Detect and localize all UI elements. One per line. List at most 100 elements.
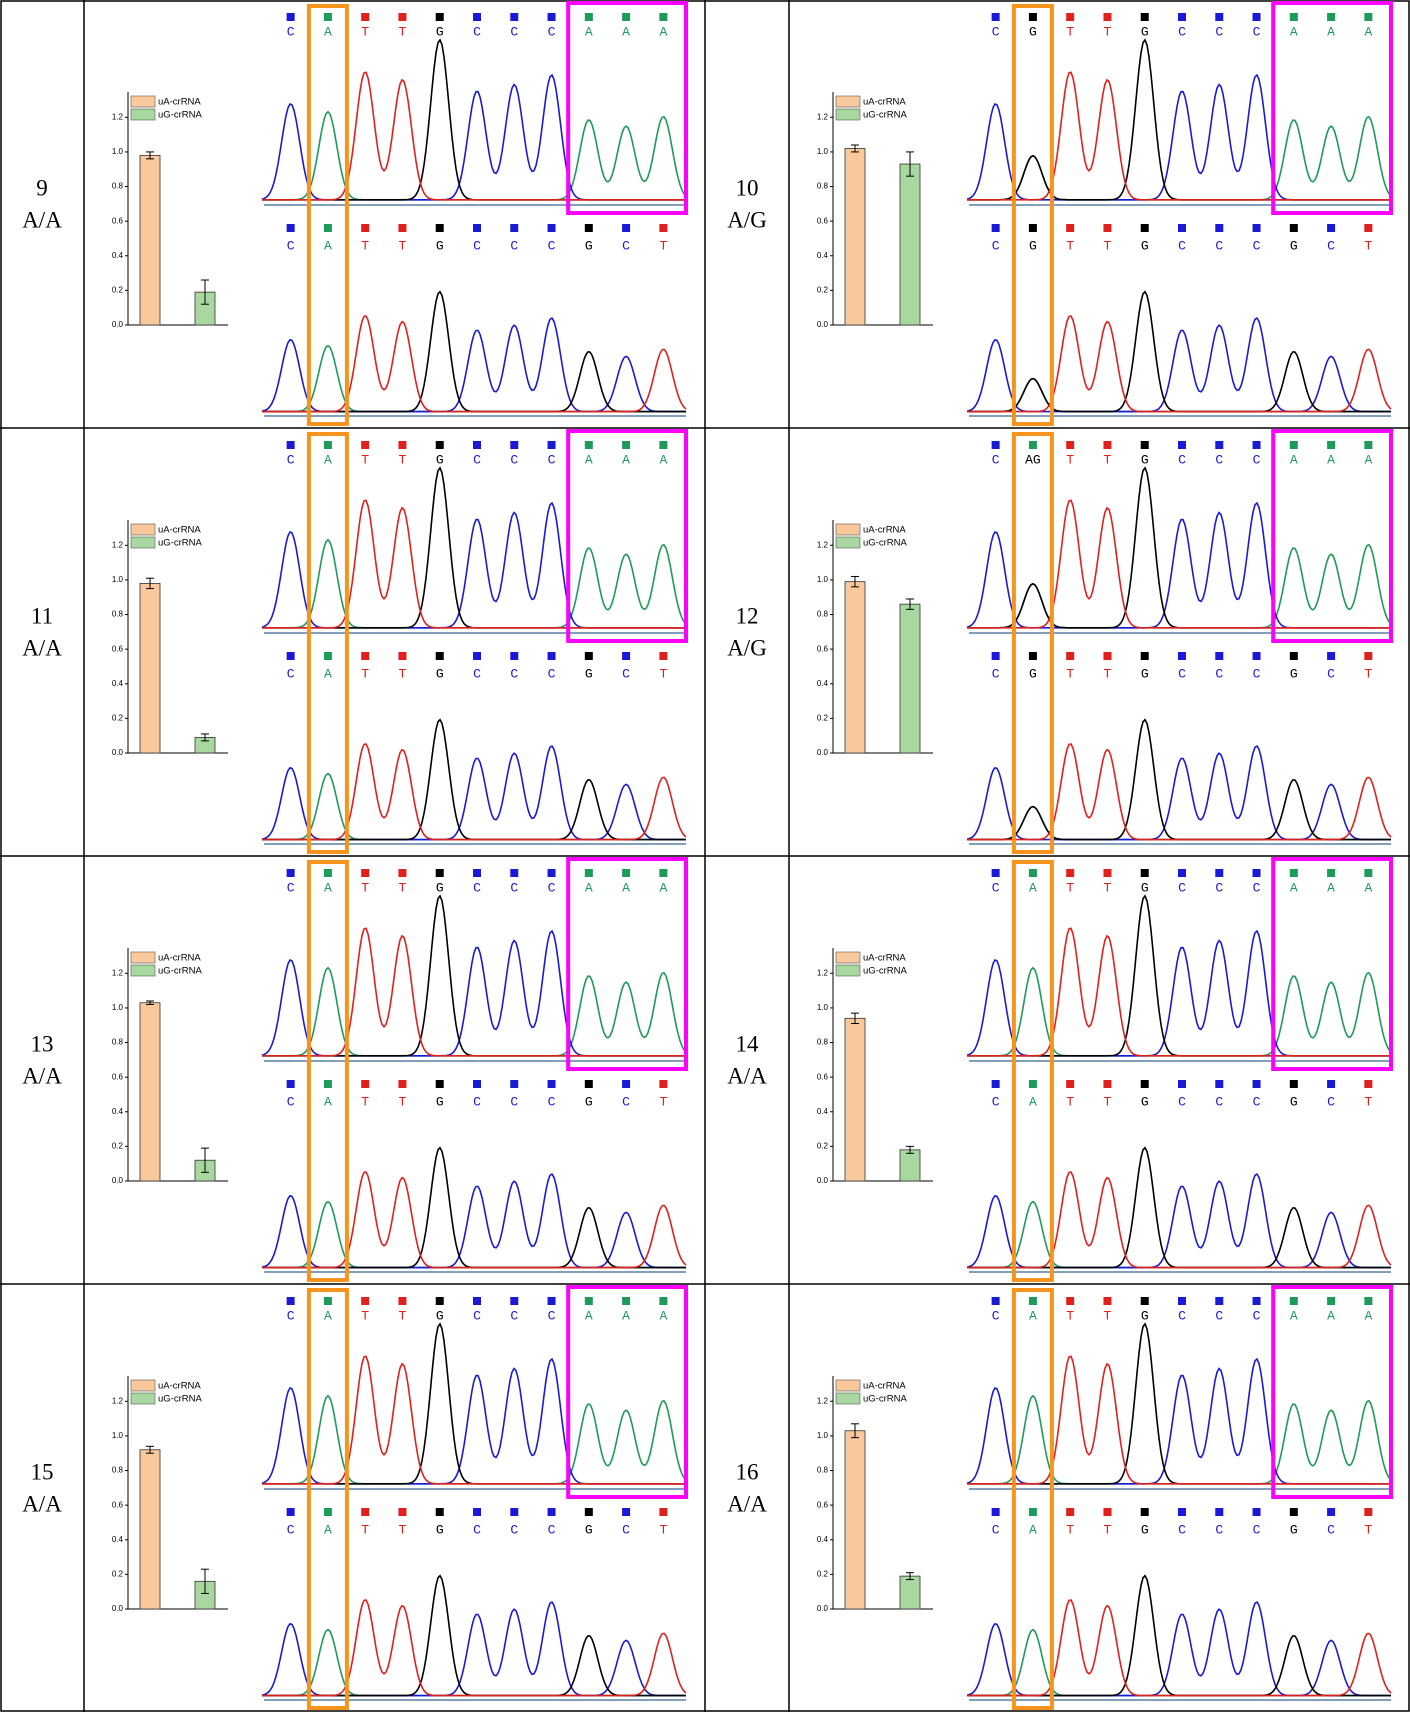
trace bbox=[262, 500, 686, 628]
base-letter: C bbox=[622, 238, 630, 253]
base-marker bbox=[1215, 869, 1223, 877]
trace bbox=[262, 112, 686, 200]
base-letter: G bbox=[1029, 666, 1037, 681]
base-letter: A bbox=[585, 452, 593, 467]
trace bbox=[262, 1602, 686, 1696]
base-marker bbox=[1103, 1508, 1111, 1516]
base-letter: A bbox=[1364, 1308, 1372, 1323]
trace bbox=[967, 1630, 1391, 1696]
base-marker bbox=[510, 1297, 518, 1305]
y-tick-label: 0.2 bbox=[817, 1569, 829, 1578]
y-tick-label: 0.4 bbox=[112, 1107, 124, 1116]
legend-label: uA-crRNA bbox=[863, 97, 906, 108]
base-letter: T bbox=[1066, 880, 1074, 895]
base-marker bbox=[1327, 1508, 1335, 1516]
bar bbox=[845, 582, 865, 753]
base-letter: A bbox=[659, 452, 667, 467]
base-letter: A bbox=[1029, 1522, 1037, 1537]
legend-label: uA-crRNA bbox=[863, 1381, 906, 1392]
base-marker bbox=[622, 13, 630, 21]
y-tick-label: 1.0 bbox=[817, 147, 829, 156]
base-letter: C bbox=[1253, 24, 1261, 39]
y-tick-label: 0.8 bbox=[112, 1038, 124, 1047]
base-marker bbox=[548, 224, 556, 232]
base-marker bbox=[398, 1080, 406, 1088]
y-tick-label: 1.0 bbox=[112, 147, 124, 156]
y-tick-label: 1.0 bbox=[817, 1431, 829, 1440]
base-marker bbox=[1290, 13, 1298, 21]
base-letter: T bbox=[1104, 238, 1112, 253]
y-tick-label: 0.4 bbox=[112, 251, 124, 260]
base-marker bbox=[1066, 652, 1074, 660]
base-marker bbox=[622, 869, 630, 877]
base-letter: G bbox=[436, 1094, 444, 1109]
base-marker bbox=[324, 13, 332, 21]
trace bbox=[262, 1396, 686, 1484]
legend-swatch bbox=[836, 96, 860, 107]
trace bbox=[262, 346, 686, 412]
base-letter: T bbox=[659, 1094, 667, 1109]
base-letter: A bbox=[659, 880, 667, 895]
base-letter: G bbox=[585, 1522, 593, 1537]
highlight-box bbox=[309, 1290, 347, 1708]
trace bbox=[967, 968, 1391, 1056]
trace bbox=[967, 1356, 1391, 1484]
trace bbox=[262, 931, 686, 1056]
base-letter: G bbox=[1141, 1522, 1149, 1537]
base-marker bbox=[473, 652, 481, 660]
base-letter: C bbox=[548, 880, 556, 895]
base-letter: C bbox=[473, 1522, 481, 1537]
base-marker bbox=[1364, 441, 1372, 449]
base-marker bbox=[1141, 1508, 1149, 1516]
base-letter: C bbox=[992, 1308, 1000, 1323]
base-marker bbox=[992, 869, 1000, 877]
base-marker bbox=[1327, 13, 1335, 21]
y-tick-label: 0.8 bbox=[817, 1038, 829, 1047]
base-letter: C bbox=[510, 1308, 518, 1323]
base-marker bbox=[473, 1297, 481, 1305]
base-marker bbox=[585, 1297, 593, 1305]
base-marker bbox=[287, 224, 295, 232]
base-marker bbox=[1178, 1297, 1186, 1305]
trace bbox=[967, 896, 1391, 1056]
base-marker bbox=[1215, 652, 1223, 660]
base-letter: C bbox=[1178, 666, 1186, 681]
base-marker bbox=[398, 869, 406, 877]
base-letter: A bbox=[1029, 1094, 1037, 1109]
base-marker bbox=[659, 1297, 667, 1305]
highlight-box bbox=[1014, 6, 1052, 424]
base-letter: T bbox=[399, 1522, 407, 1537]
trace bbox=[262, 292, 686, 412]
base-marker bbox=[1290, 1508, 1298, 1516]
base-letter: T bbox=[659, 238, 667, 253]
base-marker bbox=[398, 1297, 406, 1305]
y-tick-label: 0.8 bbox=[112, 1466, 124, 1475]
bar bbox=[845, 1018, 865, 1181]
base-letter: A bbox=[324, 24, 332, 39]
base-marker bbox=[1327, 224, 1335, 232]
base-letter: T bbox=[361, 666, 369, 681]
base-marker bbox=[287, 1508, 295, 1516]
y-tick-label: 0.0 bbox=[817, 748, 829, 757]
base-marker bbox=[324, 1508, 332, 1516]
base-letter: T bbox=[1364, 666, 1372, 681]
trace bbox=[262, 468, 686, 628]
y-tick-label: 1.2 bbox=[817, 112, 829, 121]
trace bbox=[967, 746, 1391, 840]
bar bbox=[845, 1431, 865, 1609]
base-marker bbox=[585, 869, 593, 877]
base-marker bbox=[473, 1508, 481, 1516]
base-marker bbox=[1066, 1508, 1074, 1516]
base-letter: A bbox=[324, 238, 332, 253]
base-letter: C bbox=[548, 24, 556, 39]
figure: 9A/A0.00.20.40.60.81.01.2uA-crRNAuG-crRN… bbox=[0, 0, 1410, 1714]
base-marker bbox=[1066, 1080, 1074, 1088]
base-letter: A bbox=[1290, 24, 1298, 39]
legend-label: uG-crRNA bbox=[158, 966, 202, 977]
base-marker bbox=[1141, 652, 1149, 660]
base-letter: C bbox=[548, 666, 556, 681]
base-letter: C bbox=[1253, 880, 1261, 895]
y-tick-label: 0.0 bbox=[817, 320, 829, 329]
y-tick-label: 1.0 bbox=[112, 575, 124, 584]
base-letter: A bbox=[1364, 880, 1372, 895]
